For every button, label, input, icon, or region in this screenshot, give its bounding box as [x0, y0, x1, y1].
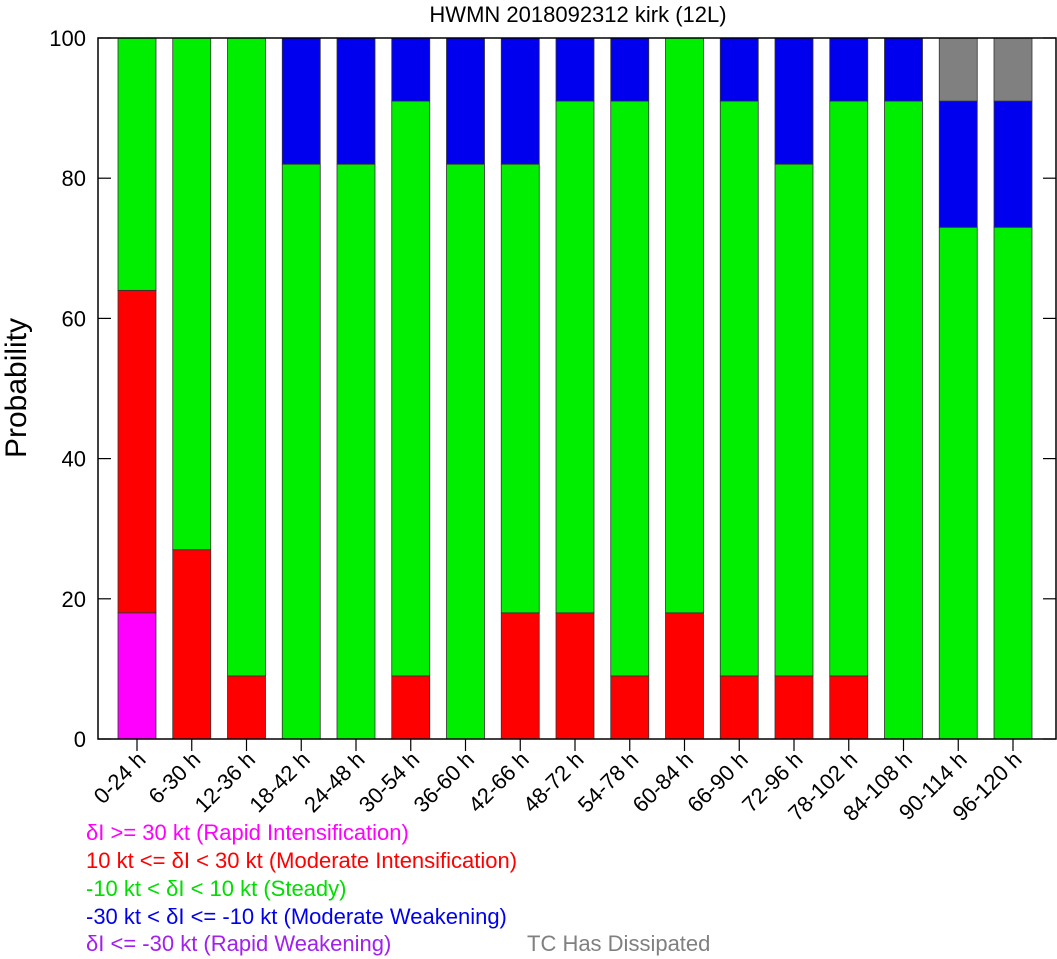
y-tick-label-20: 20	[62, 587, 86, 612]
bar-steady-2	[227, 37, 266, 677]
bar-mw-16	[993, 100, 1033, 228]
bar-mi-11	[719, 675, 759, 740]
bar-mi-8	[555, 612, 595, 740]
chart-title: HWMN 2018092312 kirk (12L)	[429, 2, 726, 27]
bar-steady-12	[774, 163, 814, 677]
bar-steady-6	[446, 163, 485, 740]
bar-mw-6	[446, 37, 485, 165]
x-tick-label-0: 0-24 h	[89, 747, 151, 809]
bar-mw-5	[391, 37, 431, 102]
bar-mw-15	[938, 100, 978, 228]
bar-steady-3	[281, 163, 321, 740]
bar-mi-9	[610, 675, 650, 740]
bar-steady-16	[993, 226, 1033, 740]
bar-steady-5	[391, 100, 431, 677]
bar-mw-8	[555, 37, 595, 102]
legend-entry-moderate-weakening: -30 kt < δI <= -10 kt (Moderate Weakenin…	[86, 904, 507, 929]
x-tick-label-10: 60-84 h	[628, 747, 698, 817]
bar-steady-14	[884, 100, 923, 740]
bar-mi-13	[829, 675, 869, 740]
x-tick-label-9: 54-78 h	[573, 747, 643, 817]
plot-frame	[97, 37, 1057, 740]
bar-steady-13	[829, 100, 869, 677]
bar-steady-1	[172, 37, 212, 551]
bar-mw-4	[336, 37, 376, 165]
bar-mw-13	[829, 37, 869, 102]
legend-entry-rapid-intensification: δI >= 30 kt (Rapid Intensification)	[86, 820, 409, 845]
x-tick-label-5: 30-54 h	[354, 747, 424, 817]
bar-mi-1	[172, 549, 212, 740]
bar-steady-11	[719, 100, 759, 677]
bar-ri-0	[117, 612, 157, 740]
x-tick-label-2: 12-36 h	[190, 747, 260, 817]
bar-mi-2	[227, 675, 266, 740]
y-tick-label-60: 60	[62, 306, 86, 331]
x-tick-label-4: 24-48 h	[299, 747, 369, 817]
bar-chart: HWMN 2018092312 kirk (12L) Probability 0…	[0, 2, 1057, 820]
bar-mw-7	[500, 37, 540, 165]
bar-steady-0	[117, 37, 157, 291]
x-tick-label-7: 42-66 h	[463, 747, 533, 817]
legend: δI >= 30 kt (Rapid Intensification) 10 k…	[86, 820, 1046, 959]
x-tick-label-6: 36-60 h	[409, 747, 479, 817]
x-tick-label-8: 48-72 h	[518, 747, 588, 817]
bar-steady-8	[555, 100, 595, 614]
bar-mi-10	[665, 612, 704, 740]
bar-steady-7	[500, 163, 540, 614]
bars-group	[117, 37, 1033, 740]
legend-entry-rapid-weakening: δI <= -30 kt (Rapid Weakening)	[86, 931, 392, 956]
bar-steady-4	[336, 163, 376, 740]
bar-mw-12	[774, 37, 814, 165]
legend-entry-moderate-intensification: 10 kt <= δI < 30 kt (Moderate Intensific…	[86, 848, 518, 873]
bar-dissipated-15	[938, 37, 978, 102]
bar-mi-5	[391, 675, 431, 740]
y-axis: 0 20 40 60 80 100	[49, 26, 1056, 752]
x-tick-label-11: 66-90 h	[682, 747, 752, 817]
bar-mi-0	[117, 289, 157, 614]
bar-mi-12	[774, 675, 814, 740]
bar-mw-14	[884, 37, 923, 102]
y-tick-label-80: 80	[62, 166, 86, 191]
y-tick-label-40: 40	[62, 447, 86, 472]
bar-mw-11	[719, 37, 759, 102]
y-tick-label-0: 0	[74, 727, 86, 752]
x-axis: 0-24 h6-30 h12-36 h18-42 h24-48 h30-54 h…	[89, 739, 1027, 820]
bar-mi-7	[500, 612, 540, 740]
bar-steady-15	[938, 226, 978, 740]
legend-entry-steady: -10 kt < δI < 10 kt (Steady)	[86, 876, 347, 901]
bar-mw-9	[610, 37, 650, 102]
x-tick-label-3: 18-42 h	[244, 747, 314, 817]
legend-entry-dissipated: TC Has Dissipated	[527, 931, 711, 956]
y-axis-label: Probability	[0, 318, 33, 458]
bar-dissipated-16	[993, 37, 1033, 102]
bar-steady-9	[610, 100, 650, 677]
bar-mw-3	[281, 37, 321, 165]
bar-steady-10	[665, 37, 704, 614]
y-tick-label-100: 100	[49, 26, 86, 51]
